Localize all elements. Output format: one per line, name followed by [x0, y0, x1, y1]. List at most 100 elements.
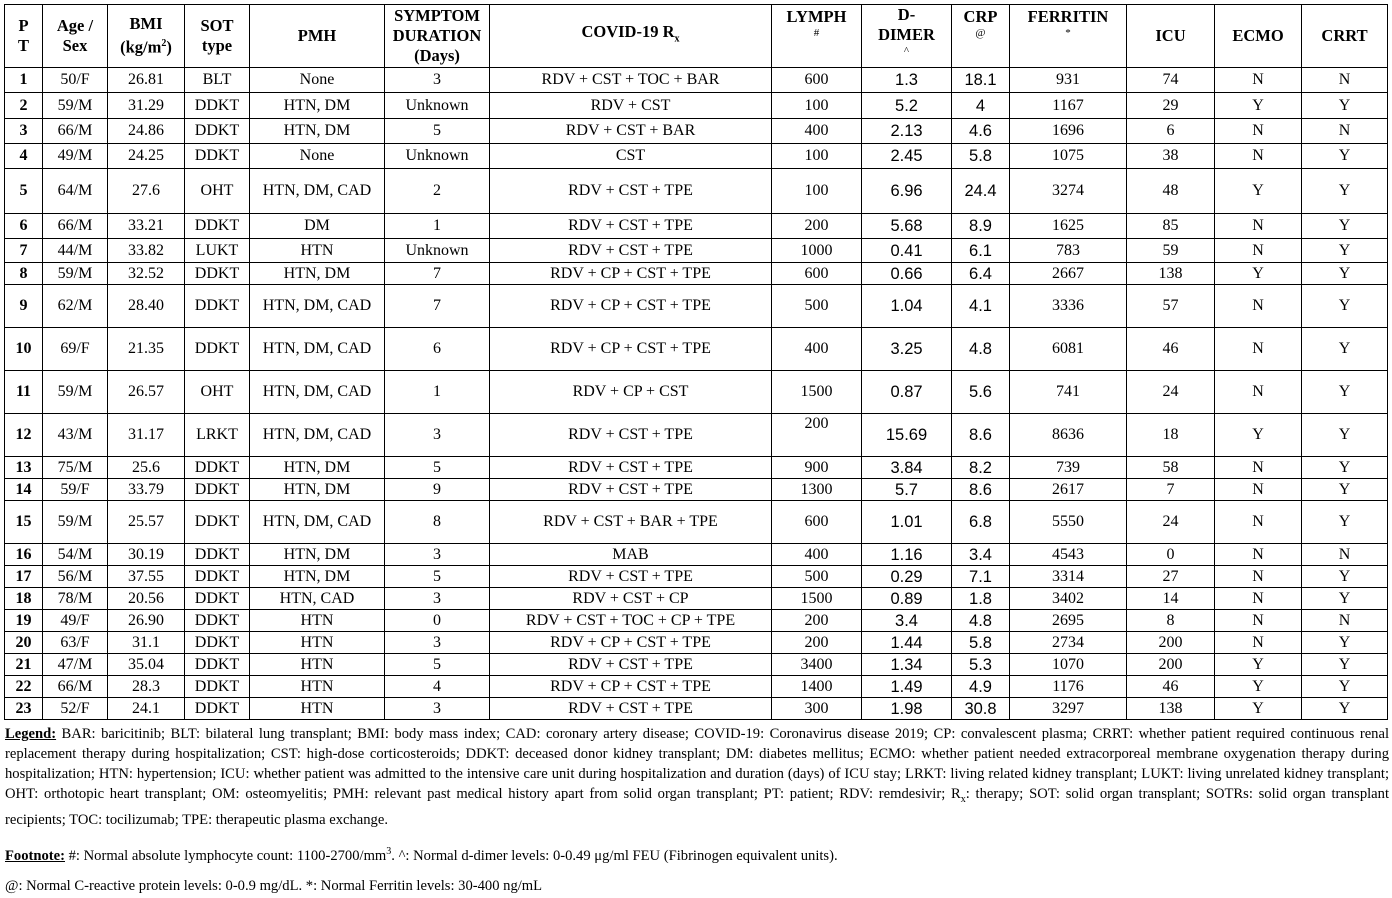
cell-icu: 138	[1126, 697, 1215, 720]
footnote-superscript: 3	[386, 846, 392, 857]
cell-symptom-duration: Unknown	[384, 143, 490, 169]
legend-text: BAR: baricitinib; BLT: bilateral lung tr…	[5, 726, 1389, 802]
cell-d-dimer: 3.84	[861, 456, 952, 479]
cell-crp: 24.4	[951, 168, 1010, 214]
cell-covid-rx: RDV + CP + CST + TPE	[489, 262, 772, 285]
header-crp: CRP @	[951, 4, 1010, 68]
table-row: 11 59/M 26.57 OHT HTN, DM, CAD 1 RDV + CP + CS…	[4, 370, 1388, 414]
cell-ferritin: 3297	[1009, 697, 1127, 720]
cell-d-dimer: 5.2	[861, 92, 952, 119]
cell-crp: 4	[951, 92, 1010, 119]
cell-crrt: N	[1301, 118, 1388, 144]
cell-icu: 138	[1126, 262, 1215, 285]
cell-icu: 0	[1126, 543, 1215, 566]
cell-age-sex: 54/M	[42, 543, 108, 566]
cell-d-dimer: 1.49	[861, 675, 952, 698]
cell-crp: 4.6	[951, 118, 1010, 144]
header-icu: ICU	[1126, 4, 1215, 68]
cell-covid-rx: RDV + CST + TPE	[489, 697, 772, 720]
cell-crp: 3.4	[951, 543, 1010, 566]
cell-symptom-duration: 2	[384, 168, 490, 214]
cell-age-sex: 43/M	[42, 413, 108, 457]
cell-bmi: 28.40	[107, 284, 185, 328]
cell-pt: 14	[4, 478, 43, 501]
cell-crrt: Y	[1301, 327, 1388, 371]
cell-d-dimer: 2.13	[861, 118, 952, 144]
cell-pt: 22	[4, 675, 43, 698]
table-body: 1 50/F 26.81 BLT None 3 RDV + CST + TOC + BAR 6…	[4, 67, 1388, 720]
cell-ecmo: N	[1214, 143, 1302, 169]
cell-lymph: 1300	[771, 478, 862, 501]
cell-sot-type: DDKT	[184, 213, 250, 239]
cell-bmi: 33.82	[107, 238, 185, 263]
cell-icu: 6	[1126, 118, 1215, 144]
cell-d-dimer: 3.25	[861, 327, 952, 371]
cell-d-dimer: 1.04	[861, 284, 952, 328]
cell-crrt: Y	[1301, 262, 1388, 285]
cell-age-sex: 75/M	[42, 456, 108, 479]
cell-sot-type: DDKT	[184, 92, 250, 119]
cell-pmh: HTN, DM, CAD	[249, 370, 385, 414]
cell-d-dimer: 3.4	[861, 609, 952, 632]
cell-pmh: HTN	[249, 609, 385, 632]
cell-sot-type: LRKT	[184, 413, 250, 457]
cell-sot-type: DDKT	[184, 609, 250, 632]
cell-symptom-duration: 9	[384, 478, 490, 501]
cell-d-dimer: 6.96	[861, 168, 952, 214]
cell-lymph: 500	[771, 565, 862, 588]
cell-icu: 58	[1126, 456, 1215, 479]
footnote-label: Footnote:	[5, 847, 65, 864]
cell-d-dimer: 0.89	[861, 587, 952, 610]
cell-covid-rx: RDV + CST + TPE	[489, 565, 772, 588]
cell-pmh: HTN, CAD	[249, 587, 385, 610]
cell-crp: 30.8	[951, 697, 1010, 720]
cell-symptom-duration: 3	[384, 67, 490, 93]
cell-ferritin: 3336	[1009, 284, 1127, 328]
cell-lymph: 900	[771, 456, 862, 479]
cell-ferritin: 783	[1009, 238, 1127, 263]
cell-bmi: 25.57	[107, 500, 185, 544]
cell-ferritin: 1625	[1009, 213, 1127, 239]
cell-covid-rx: RDV + CST + BAR + TPE	[489, 500, 772, 544]
cell-age-sex: 59/M	[42, 262, 108, 285]
cell-age-sex: 47/M	[42, 653, 108, 676]
cell-lymph: 100	[771, 168, 862, 214]
cell-crp: 18.1	[951, 67, 1010, 93]
cell-lymph: 1400	[771, 675, 862, 698]
cell-crrt: Y	[1301, 92, 1388, 119]
cell-sot-type: DDKT	[184, 478, 250, 501]
cell-ecmo: N	[1214, 238, 1302, 263]
table-row: 1 50/F 26.81 BLT None 3 RDV + CST + TOC + BAR 6…	[4, 67, 1388, 93]
cell-sot-type: DDKT	[184, 118, 250, 144]
cell-ecmo: Y	[1214, 697, 1302, 720]
cell-lymph: 200	[771, 413, 862, 457]
cell-bmi: 21.35	[107, 327, 185, 371]
cell-crp: 6.8	[951, 500, 1010, 544]
cell-bmi: 26.81	[107, 67, 185, 93]
cell-bmi: 31.1	[107, 631, 185, 654]
cell-ecmo: Y	[1214, 675, 1302, 698]
cell-covid-rx: RDV + CST + TOC + BAR	[489, 67, 772, 93]
cell-sot-type: DDKT	[184, 543, 250, 566]
cell-icu: 200	[1126, 653, 1215, 676]
header-covid-rx: COVID-19 Rx	[489, 4, 772, 68]
table-row: 13 75/M 25.6 DDKT HTN, DM 5 RDV + CST + TPE 900…	[4, 456, 1388, 479]
cell-bmi: 33.79	[107, 478, 185, 501]
cell-age-sex: 63/F	[42, 631, 108, 654]
cell-icu: 48	[1126, 168, 1215, 214]
footnote-line-2: @: Normal C-reactive protein levels: 0-0…	[5, 878, 543, 894]
cell-age-sex: 50/F	[42, 67, 108, 93]
cell-pt: 15	[4, 500, 43, 544]
cell-symptom-duration: Unknown	[384, 238, 490, 263]
header-d-dimer: D- DIMER ^	[861, 4, 952, 68]
cell-crp: 4.9	[951, 675, 1010, 698]
cell-bmi: 30.19	[107, 543, 185, 566]
header-lymph: LYMPH #	[771, 4, 862, 68]
cell-crrt: N	[1301, 609, 1388, 632]
cell-lymph: 1500	[771, 370, 862, 414]
cell-lymph: 500	[771, 284, 862, 328]
cell-covid-rx: RDV + CST + TPE	[489, 213, 772, 239]
table-row: 8 59/M 32.52 DDKT HTN, DM 7 RDV + CP + CST + T…	[4, 262, 1388, 285]
